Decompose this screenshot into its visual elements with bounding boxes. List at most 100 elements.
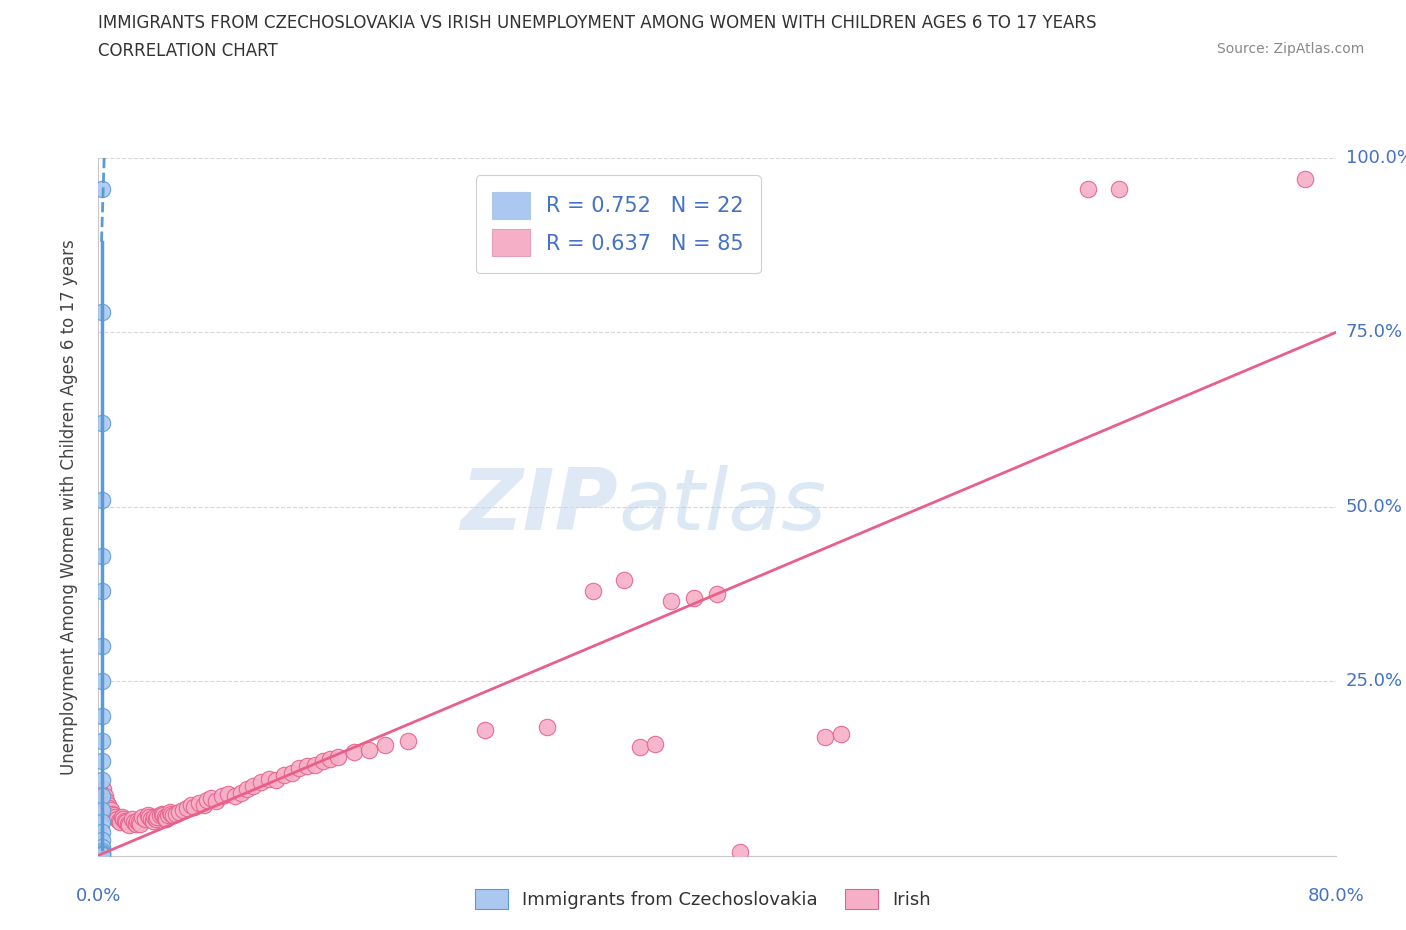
Point — [160, 806, 183, 821]
Point — [217, 787, 239, 802]
Point — [229, 785, 252, 800]
Point — [98, 801, 121, 816]
Text: 25.0%: 25.0% — [1346, 672, 1403, 690]
Point — [157, 807, 180, 823]
Point — [474, 723, 496, 737]
Point — [90, 304, 112, 319]
Point — [830, 726, 852, 741]
Point — [107, 813, 129, 829]
Point — [121, 812, 143, 827]
Point — [100, 803, 122, 817]
Point — [90, 844, 112, 858]
Point — [90, 845, 112, 860]
Text: IMMIGRANTS FROM CZECHOSLOVAKIA VS IRISH UNEMPLOYMENT AMONG WOMEN WITH CHILDREN A: IMMIGRANTS FROM CZECHOSLOVAKIA VS IRISH … — [98, 14, 1097, 32]
Point — [105, 812, 128, 827]
Point — [152, 807, 174, 823]
Point — [90, 754, 112, 769]
Point — [193, 798, 215, 813]
Point — [150, 806, 173, 821]
Point — [180, 798, 202, 813]
Point — [628, 740, 651, 755]
Point — [172, 803, 194, 817]
Point — [357, 742, 380, 757]
Point — [273, 768, 295, 783]
Point — [162, 807, 184, 823]
Text: atlas: atlas — [619, 465, 827, 549]
Point — [706, 587, 728, 602]
Point — [117, 817, 139, 831]
Text: ZIP: ZIP — [460, 465, 619, 549]
Point — [112, 812, 135, 827]
Point — [128, 815, 150, 830]
Point — [297, 759, 319, 774]
Point — [155, 812, 177, 827]
Point — [257, 772, 280, 787]
Point — [644, 737, 666, 751]
Point — [396, 733, 419, 748]
Point — [1077, 182, 1099, 197]
Point — [101, 806, 124, 821]
Point — [288, 761, 311, 776]
Point — [343, 745, 366, 760]
Text: Source: ZipAtlas.com: Source: ZipAtlas.com — [1216, 42, 1364, 56]
Point — [90, 673, 112, 688]
Text: 75.0%: 75.0% — [1346, 324, 1403, 341]
Point — [582, 583, 605, 598]
Point — [134, 812, 156, 827]
Point — [683, 591, 706, 605]
Point — [326, 750, 350, 764]
Point — [90, 825, 112, 840]
Point — [90, 846, 112, 861]
Point — [281, 766, 304, 781]
Point — [236, 782, 259, 797]
Text: 80.0%: 80.0% — [1308, 887, 1364, 905]
Point — [1294, 172, 1316, 187]
Point — [153, 810, 176, 825]
Point — [91, 782, 114, 797]
Point — [90, 733, 112, 748]
Point — [90, 839, 112, 854]
Legend: Immigrants from Czechoslovakia, Irish: Immigrants from Czechoslovakia, Irish — [468, 882, 938, 916]
Point — [165, 806, 187, 821]
Point — [90, 709, 112, 724]
Point — [90, 639, 112, 654]
Point — [146, 810, 169, 825]
Point — [118, 817, 141, 832]
Point — [264, 773, 288, 788]
Point — [211, 789, 233, 804]
Point — [159, 805, 181, 820]
Point — [90, 773, 112, 788]
Point — [114, 813, 136, 829]
Point — [90, 789, 112, 804]
Point — [183, 799, 205, 815]
Text: 50.0%: 50.0% — [1346, 498, 1402, 516]
Point — [122, 815, 145, 830]
Point — [96, 794, 118, 809]
Point — [536, 719, 558, 734]
Point — [90, 815, 112, 830]
Point — [90, 833, 112, 848]
Point — [613, 573, 636, 588]
Point — [659, 593, 682, 608]
Point — [90, 583, 112, 598]
Point — [200, 790, 222, 805]
Text: CORRELATION CHART: CORRELATION CHART — [98, 42, 278, 60]
Point — [195, 792, 218, 807]
Point — [104, 810, 127, 825]
Point — [97, 798, 120, 813]
Point — [108, 815, 131, 830]
Point — [111, 810, 132, 825]
Point — [374, 738, 396, 753]
Point — [1108, 182, 1130, 197]
Point — [730, 844, 752, 859]
Point — [127, 813, 149, 829]
Legend: R = 0.752   N = 22, R = 0.637   N = 85: R = 0.752 N = 22, R = 0.637 N = 85 — [475, 176, 761, 272]
Point — [115, 815, 138, 830]
Point — [124, 817, 146, 831]
Point — [90, 416, 112, 431]
Point — [312, 754, 335, 769]
Point — [176, 801, 198, 816]
Point — [224, 789, 246, 804]
Point — [103, 807, 125, 823]
Point — [250, 775, 273, 790]
